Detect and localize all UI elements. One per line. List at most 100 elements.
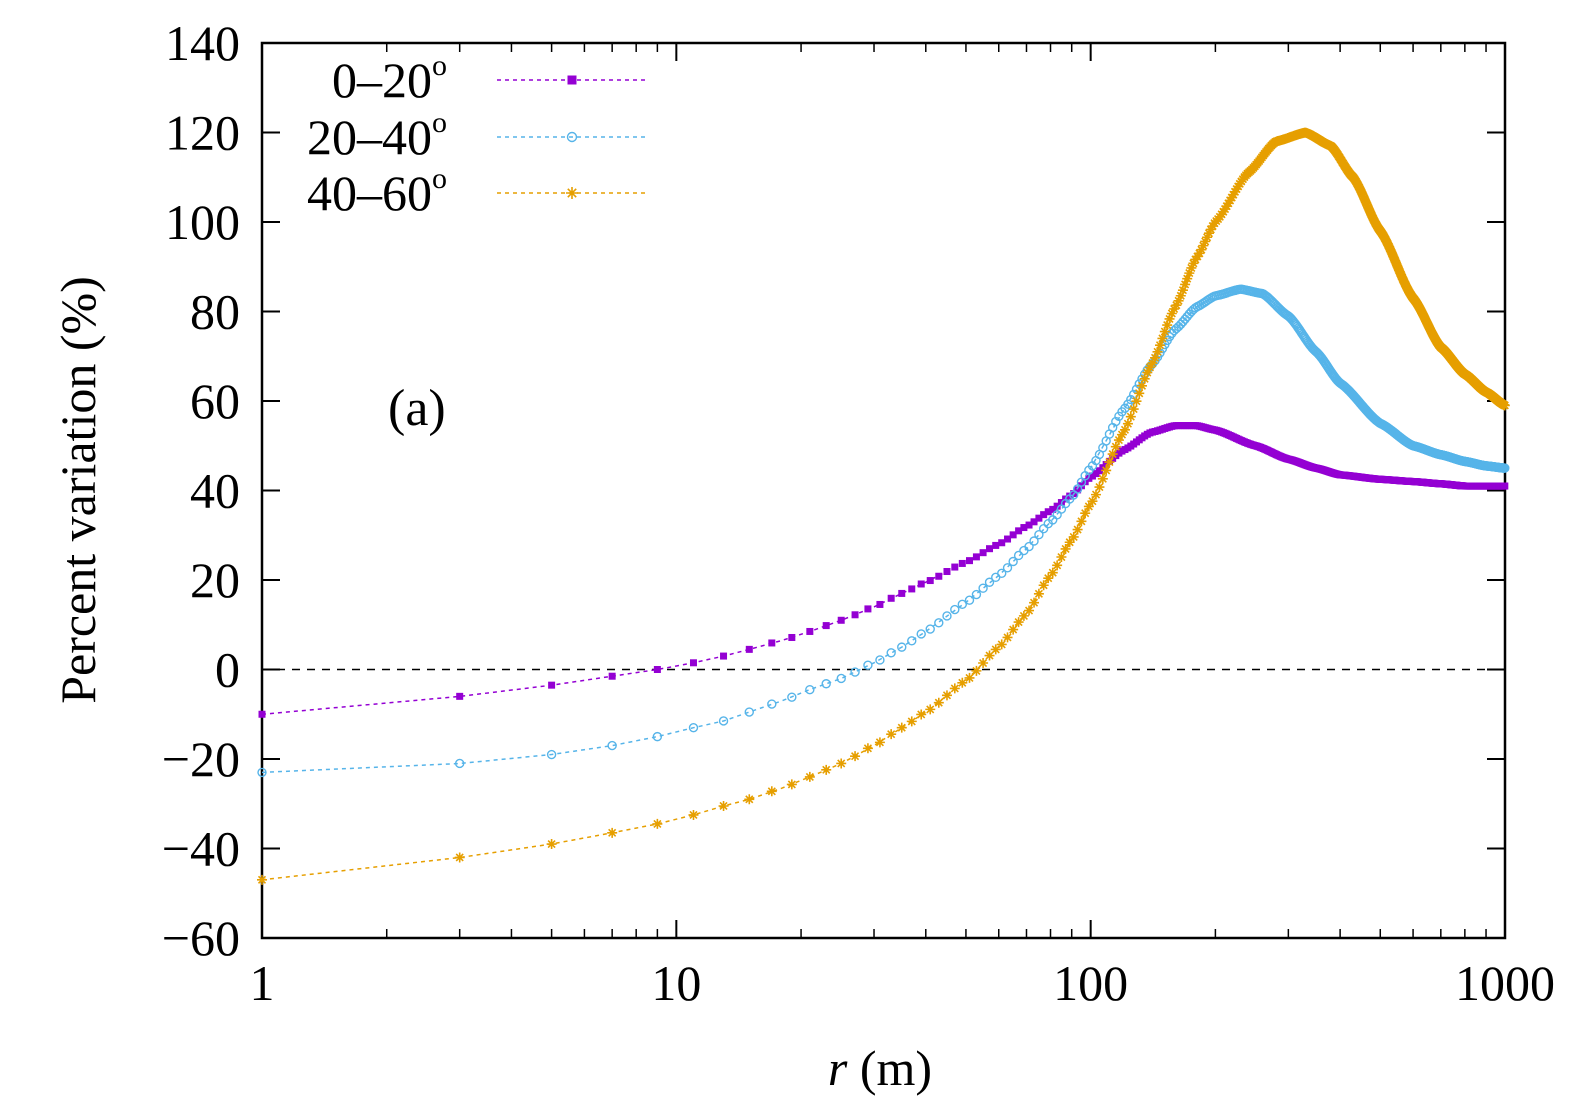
data-point [689, 659, 697, 667]
y-tick-label: 140 [165, 15, 240, 71]
data-point [1180, 279, 1191, 290]
data-point [257, 767, 267, 778]
data-point [787, 692, 797, 702]
data-point [874, 737, 885, 748]
data-point [1020, 524, 1028, 532]
data-point [258, 710, 266, 718]
data-point [972, 553, 980, 561]
data-point [898, 589, 906, 597]
data-point [1139, 373, 1150, 384]
data-point [1196, 244, 1207, 255]
data-point [1094, 482, 1105, 493]
data-point [652, 731, 663, 742]
data-point [1169, 303, 1180, 314]
x-tick-label: 1000 [1455, 955, 1555, 1011]
data-point [1008, 624, 1019, 635]
data-point [1225, 195, 1236, 206]
x-tick-label: 10 [651, 955, 701, 1011]
data-point [1200, 236, 1211, 247]
data-point [897, 642, 907, 652]
data-point [804, 771, 815, 782]
data-point [1044, 508, 1052, 516]
data-point [886, 729, 897, 740]
data-point [567, 75, 577, 85]
data-point [1205, 224, 1216, 235]
data-point [1182, 273, 1193, 284]
data-point [1131, 396, 1142, 407]
data-point [1029, 597, 1040, 608]
annotation-label: (a) [388, 380, 446, 437]
data-point [864, 605, 872, 613]
data-point [1164, 313, 1175, 324]
data-point [971, 665, 982, 676]
data-point [876, 600, 884, 608]
data-point [1142, 367, 1153, 378]
y-tick-label: 0 [215, 642, 240, 698]
data-point [957, 677, 968, 688]
data-point [1047, 567, 1058, 578]
data-point [1038, 523, 1049, 534]
data-point [822, 622, 830, 630]
data-point [1056, 552, 1067, 563]
legend-degree: o [432, 49, 447, 82]
data-point [836, 673, 846, 684]
data-point [1015, 527, 1023, 535]
legend-degree: o [432, 106, 447, 139]
data-point [1080, 508, 1091, 519]
data-point [1025, 521, 1033, 529]
data-point [925, 704, 936, 715]
data-point [1134, 388, 1145, 399]
data-point [1157, 333, 1168, 344]
data-point [1068, 531, 1079, 542]
data-point [949, 683, 960, 694]
data-point [1090, 489, 1101, 500]
data-point [1004, 535, 1012, 543]
data-point [896, 722, 907, 733]
data-point [1177, 285, 1188, 296]
data-point [566, 187, 578, 199]
data-point [1501, 482, 1509, 490]
data-point [720, 652, 728, 660]
data-point [1002, 563, 1013, 573]
legend-item: 20–40o [307, 106, 648, 165]
series-star [257, 127, 1510, 885]
data-point [1060, 543, 1071, 554]
data-point [1087, 496, 1098, 507]
series-filled-square [258, 422, 1509, 718]
data-point [607, 827, 618, 838]
data-point [1040, 511, 1048, 519]
data-point [1116, 429, 1127, 440]
data-point [566, 131, 578, 143]
data-point [1184, 268, 1195, 279]
data-point [992, 541, 1000, 549]
data-point [608, 672, 616, 680]
data-point [1009, 531, 1017, 539]
data-point [1159, 326, 1170, 337]
data-point [1194, 248, 1205, 259]
data-point [1018, 610, 1029, 621]
data-point [917, 580, 925, 588]
data-point [1043, 573, 1054, 584]
data-point [1119, 424, 1130, 435]
data-point [996, 639, 1007, 650]
data-point [1104, 457, 1115, 468]
y-tick-label: −20 [162, 731, 240, 787]
data-point [1122, 418, 1133, 429]
data-point [1221, 201, 1232, 212]
data-point [607, 740, 617, 751]
x-tick-label: 1 [250, 955, 275, 1011]
data-point [971, 589, 982, 600]
data-point [964, 672, 975, 683]
data-point [1072, 484, 1083, 494]
data-point [1173, 295, 1184, 306]
data-point [1101, 465, 1112, 476]
data-point [745, 645, 753, 653]
y-tick-label: 20 [190, 552, 240, 608]
data-point [1088, 472, 1096, 480]
data-point [906, 716, 917, 727]
data-point [941, 690, 952, 701]
legend-label: 20–40o [307, 106, 447, 165]
data-point [1147, 358, 1158, 369]
data-point [805, 684, 815, 695]
